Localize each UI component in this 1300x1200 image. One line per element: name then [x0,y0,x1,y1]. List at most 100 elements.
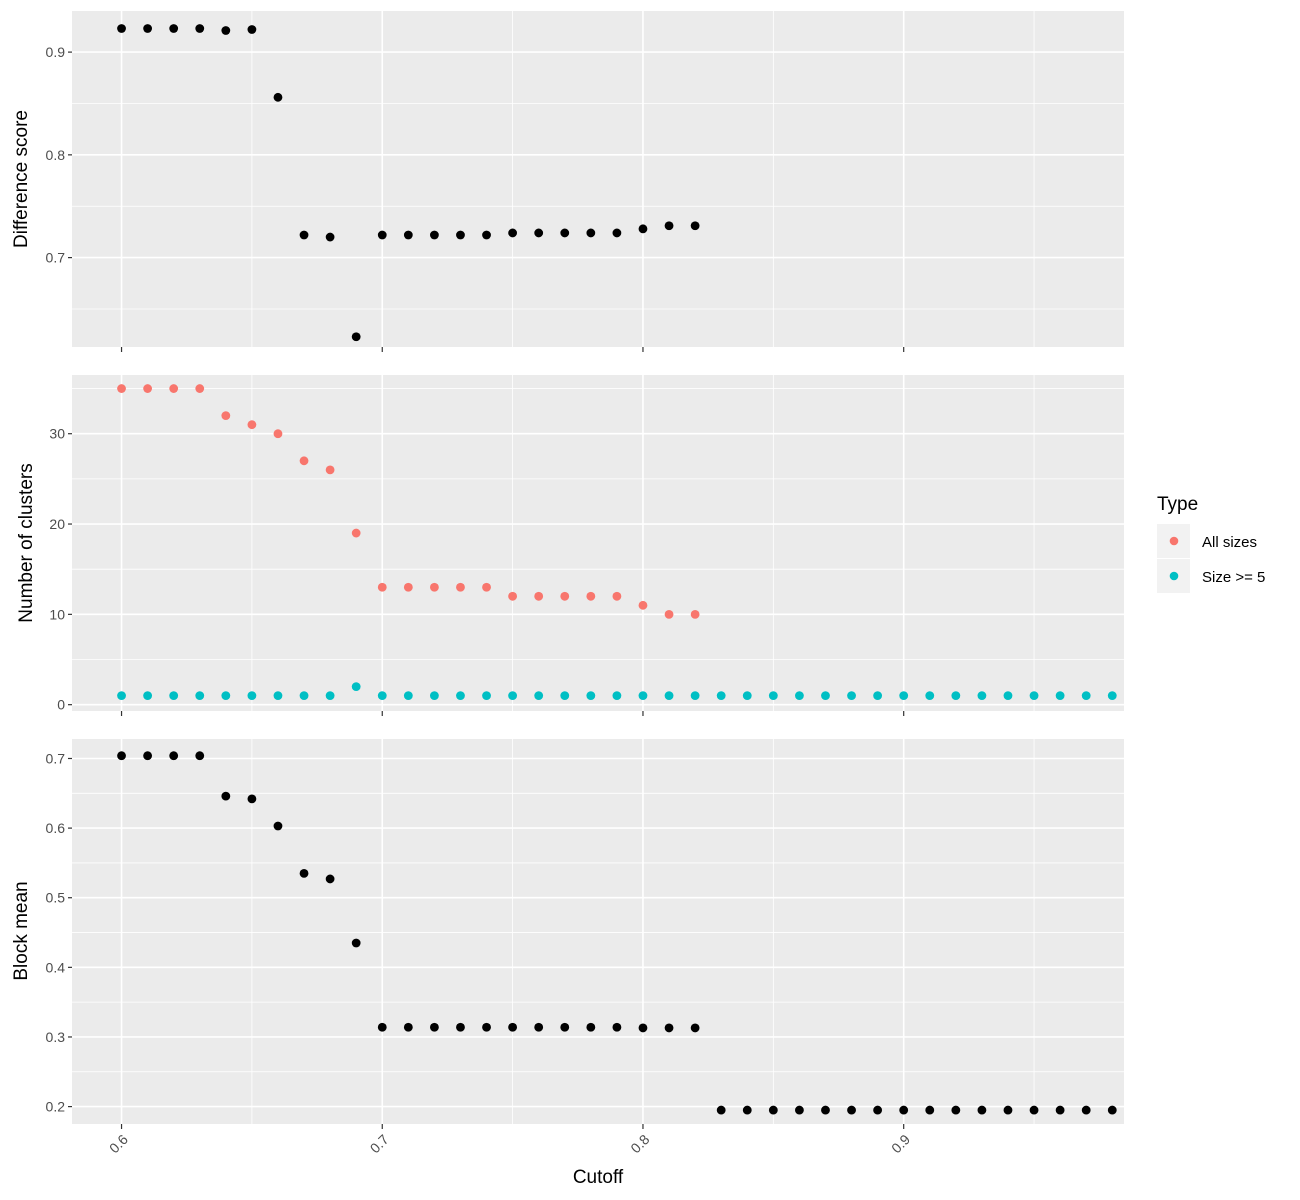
data-point-panel-2-series-1 [299,456,309,466]
data-point-panel-2-series-2 [716,691,726,701]
data-point-panel-3-series-1 [247,794,257,804]
y-tick-label: 0.7 [46,750,66,766]
panel-1-y-axis-title: Difference score [11,110,32,248]
data-point-panel-1-series-1 [430,230,439,240]
data-point-panel-2-series-2 [221,691,231,701]
panel-3-background [72,739,1124,1124]
data-point-panel-3-series-1 [821,1105,830,1115]
data-point-panel-3-series-1 [456,1022,465,1032]
data-point-panel-2-series-1 [508,591,518,601]
data-point-panel-2-series-2 [977,691,987,701]
data-point-panel-2-series-2 [117,691,126,701]
data-point-panel-2-series-2 [508,691,518,701]
data-point-panel-1-series-1 [508,228,518,238]
data-point-panel-1-series-1 [482,230,491,240]
data-point-panel-2-series-1 [377,582,387,592]
data-point-panel-3-series-1 [1081,1105,1091,1115]
data-point-panel-1-series-1 [247,25,257,34]
data-point-panel-2-series-2 [612,691,622,701]
data-point-panel-3-series-1 [716,1105,726,1115]
data-point-panel-1-series-1 [377,230,387,240]
legend-label-all-sizes: All sizes [1202,534,1257,551]
data-point-panel-1-series-1 [195,24,205,33]
data-point-panel-2-series-1 [430,582,439,592]
data-point-panel-2-series-2 [847,691,856,701]
data-point-panel-3-series-1 [325,874,335,884]
data-point-panel-2-series-2 [456,691,465,701]
data-point-panel-3-series-1 [873,1105,883,1115]
data-point-panel-3-series-1 [612,1022,622,1032]
data-point-panel-1-series-1 [664,221,674,231]
data-point-panel-2-series-1 [221,411,231,421]
data-point-panel-2-series-1 [690,609,700,619]
panel-2-y-axis-title: Number of clusters [16,463,37,622]
data-point-panel-3-series-1 [299,868,309,878]
data-point-panel-2-series-2 [247,691,257,701]
x-axis-title: Cutoff [573,1167,624,1188]
data-point-panel-3-series-1 [508,1022,518,1032]
data-point-panel-1-series-1 [586,228,596,238]
x-tick-label: 0.7 [367,1131,392,1156]
data-point-panel-2-series-1 [534,591,544,601]
panel-2-background [72,375,1124,711]
data-point-panel-3-series-1 [560,1022,570,1032]
legend: Type All sizes Size >= 5 [1157,494,1265,593]
data-point-panel-1-series-1 [299,230,309,240]
data-point-panel-3-series-1 [795,1105,804,1115]
data-point-panel-2-series-2 [951,691,961,701]
legend-key-size-5 [1169,571,1179,581]
data-points [117,24,1117,1115]
axis-ticks [68,51,905,1129]
data-point-panel-1-series-1 [638,224,648,234]
data-point-panel-2-series-2 [1029,691,1039,701]
data-point-panel-2-series-1 [195,384,205,393]
y-tick-label: 10 [49,606,65,622]
data-point-panel-3-series-1 [534,1022,544,1032]
data-point-panel-2-series-2 [169,691,179,701]
data-point-panel-3-series-1 [638,1023,648,1033]
data-point-panel-2-series-2 [586,691,596,701]
data-point-panel-1-series-1 [169,24,179,33]
data-point-panel-3-series-1 [143,751,153,761]
data-point-panel-2-series-1 [247,420,257,430]
data-point-panel-3-series-1 [664,1023,674,1033]
data-point-panel-1-series-1 [325,232,335,242]
data-point-panel-2-series-2 [899,691,909,701]
data-point-panel-2-series-2 [430,691,439,701]
data-point-panel-2-series-1 [560,591,570,601]
y-tick-label: 0.8 [46,147,66,163]
y-tick-label: 0.3 [46,1029,66,1045]
data-point-panel-3-series-1 [586,1022,596,1032]
data-point-panel-2-series-2 [325,691,335,701]
data-point-panel-2-series-1 [456,582,465,592]
data-point-panel-2-series-2 [377,691,387,701]
data-point-panel-1-series-1 [117,24,126,33]
y-tick-label: 20 [49,516,65,532]
legend-title: Type [1157,494,1198,515]
data-point-panel-2-series-1 [117,384,126,393]
y-tick-label: 0.6 [46,820,66,836]
data-point-panel-3-series-1 [221,791,231,801]
data-point-panel-3-series-1 [403,1022,413,1032]
data-point-panel-2-series-2 [873,691,883,701]
x-tick-label: 0.6 [106,1131,131,1156]
data-point-panel-3-series-1 [977,1105,987,1115]
data-point-panel-3-series-1 [925,1105,935,1115]
y-tick-label: 30 [49,426,65,442]
data-point-panel-1-series-1 [690,221,700,231]
data-point-panel-2-series-2 [795,691,804,701]
data-point-panel-2-series-1 [664,609,674,619]
y-tick-label: 0.7 [46,250,66,266]
data-point-panel-3-series-1 [899,1105,909,1115]
data-point-panel-2-series-2 [351,682,361,692]
data-point-panel-2-series-2 [690,691,700,701]
y-tick-label: 0.4 [46,959,66,975]
data-point-panel-2-series-2 [534,691,544,701]
data-point-panel-3-series-1 [742,1105,752,1115]
x-tick-label: 0.9 [888,1131,913,1156]
data-point-panel-2-series-2 [273,691,283,701]
data-point-panel-2-series-2 [195,691,205,701]
data-point-panel-3-series-1 [169,751,179,761]
data-point-panel-2-series-1 [143,384,153,393]
